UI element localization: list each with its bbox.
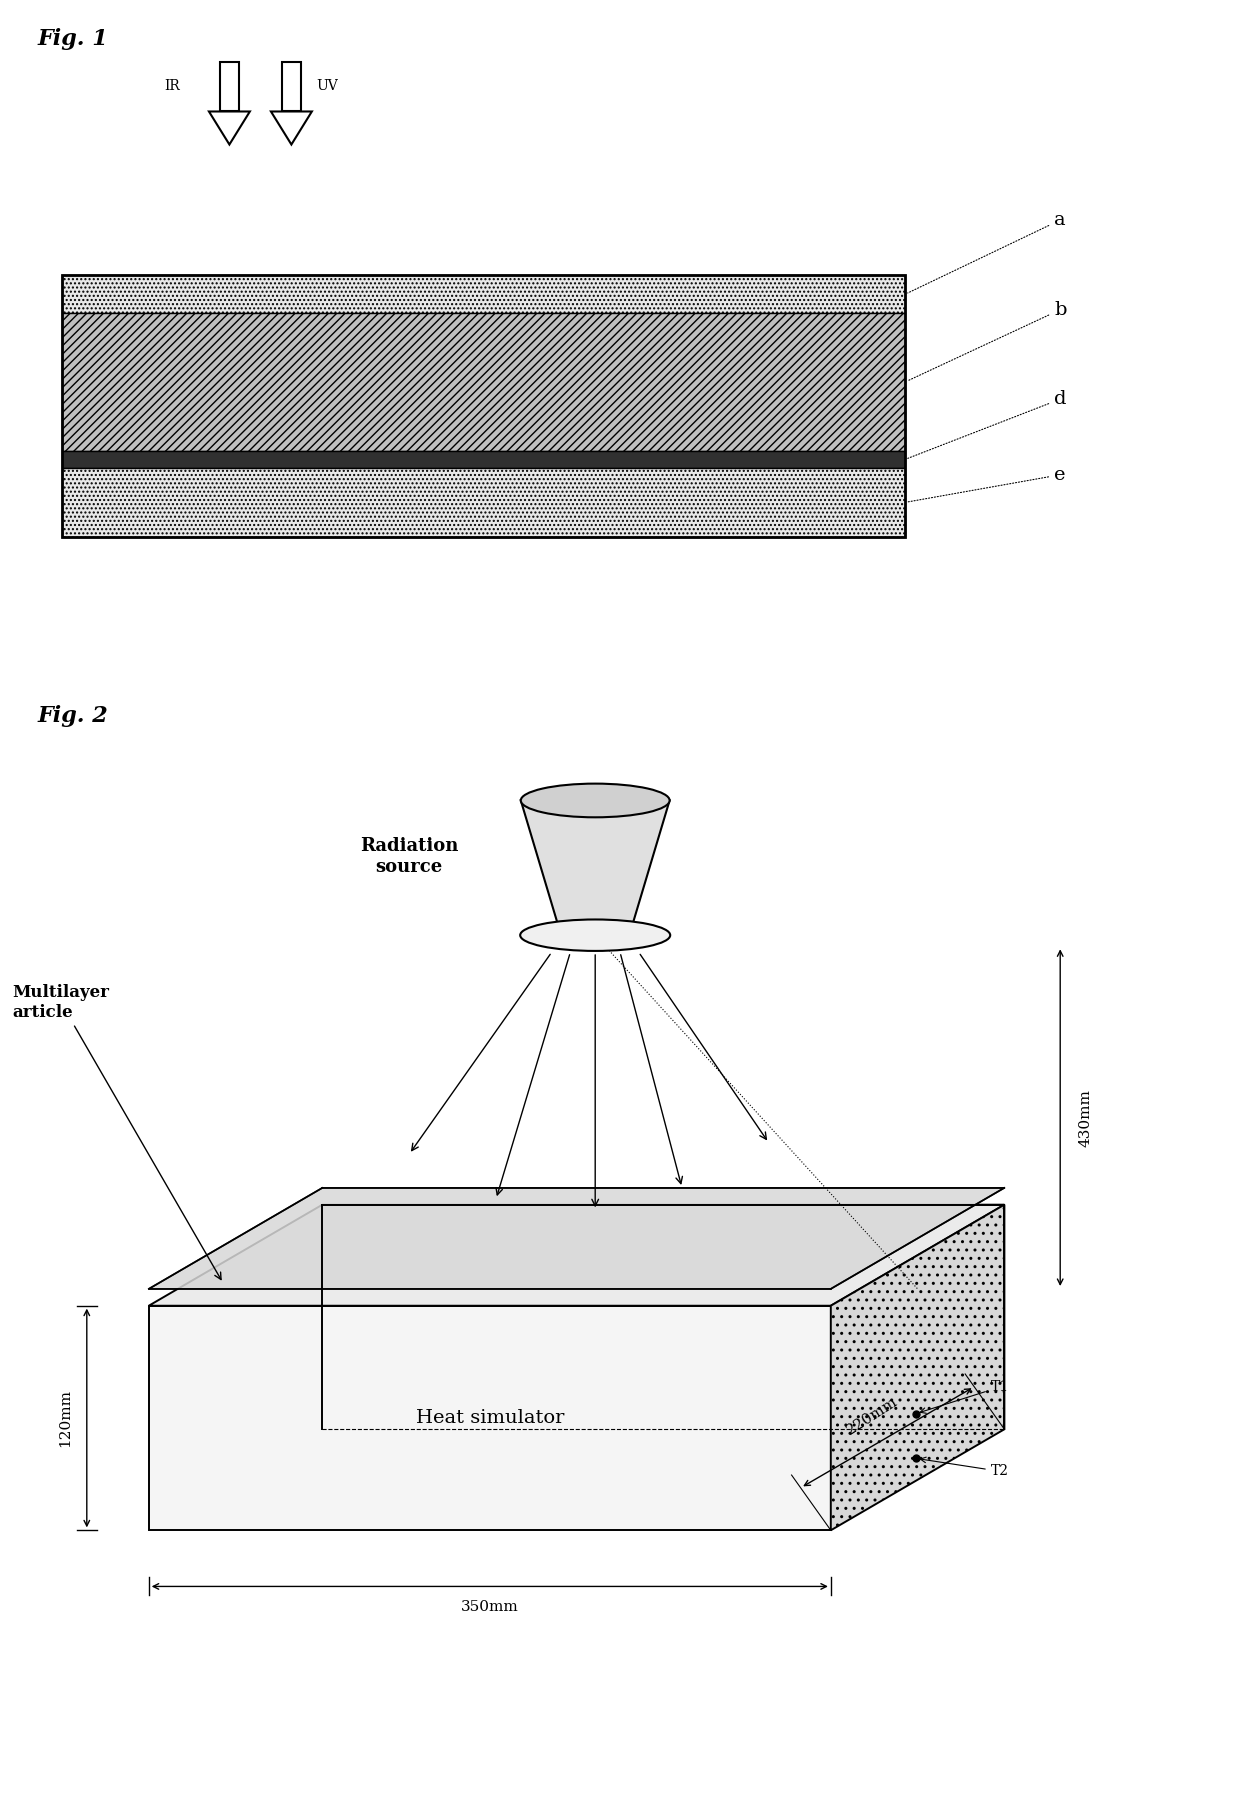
Polygon shape [219,62,239,112]
Text: IR: IR [164,80,180,92]
Polygon shape [208,112,250,145]
Text: e: e [908,465,1065,502]
Bar [62,451,905,467]
Bar [62,275,905,313]
Text: Radiation
source: Radiation source [360,837,459,877]
Text: a: a [908,212,1065,293]
Text: Fig. 2: Fig. 2 [37,704,108,726]
Polygon shape [281,62,301,112]
Text: 350mm: 350mm [461,1599,518,1614]
Bar [62,313,905,451]
Text: d: d [908,389,1066,458]
Polygon shape [149,1204,1004,1306]
Text: 220mm: 220mm [844,1394,900,1438]
Ellipse shape [520,920,670,951]
Bar [62,275,905,536]
Text: 430mm: 430mm [1079,1088,1092,1146]
Ellipse shape [521,784,670,817]
Polygon shape [149,1306,831,1530]
Text: T2: T2 [920,1458,1009,1478]
Polygon shape [149,1188,1004,1289]
Text: b: b [908,301,1066,380]
Text: T1: T1 [920,1380,1009,1413]
Text: Heat simulator: Heat simulator [415,1409,564,1427]
Polygon shape [270,112,312,145]
Text: 120mm: 120mm [58,1389,72,1447]
Text: UV: UV [316,80,339,92]
Polygon shape [521,800,670,934]
Text: Multilayer
article: Multilayer article [12,983,221,1280]
Text: Fig. 1: Fig. 1 [37,27,108,49]
Bar [62,467,905,536]
Polygon shape [831,1204,1004,1530]
